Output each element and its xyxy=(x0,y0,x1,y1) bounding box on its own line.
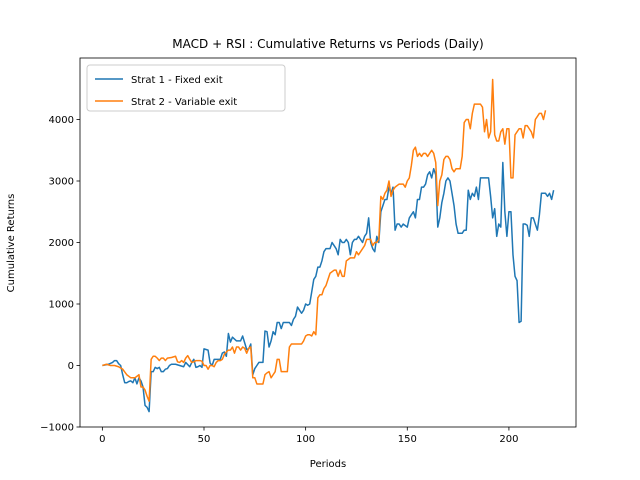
y-tick-label: 3000 xyxy=(49,177,74,188)
y-tick-label: 4000 xyxy=(49,115,74,126)
legend-label-2: Strat 2 - Variable exit xyxy=(131,97,237,108)
x-tick-label: 50 xyxy=(198,434,211,445)
y-tick-label: −1000 xyxy=(40,423,74,434)
x-tick-label: 150 xyxy=(398,434,417,445)
plot-area xyxy=(102,78,555,413)
x-tick-label: 100 xyxy=(296,434,315,445)
axes: 0 50 100 150 200 −1000 0 1000 2000 3000 4000 xyxy=(40,57,577,445)
x-tick-label: 200 xyxy=(499,434,518,445)
series-line-1 xyxy=(102,161,555,413)
y-axis-title: Cumulative Returns xyxy=(6,194,17,293)
y-tick-label: 0 xyxy=(68,361,74,372)
series-line-2 xyxy=(102,78,547,402)
y-tick-label: 2000 xyxy=(49,238,74,249)
y-tick-label: 1000 xyxy=(49,300,74,311)
legend-box xyxy=(86,64,286,112)
x-tick-label: 0 xyxy=(99,434,105,445)
legend-label-1: Strat 1 - Fixed exit xyxy=(131,75,223,86)
legend: Strat 1 - Fixed exit Strat 2 - Variable e… xyxy=(86,64,286,112)
chart-title: MACD + RSI : Cumulative Returns vs Perio… xyxy=(172,37,483,51)
x-axis-title: Periods xyxy=(310,459,346,470)
